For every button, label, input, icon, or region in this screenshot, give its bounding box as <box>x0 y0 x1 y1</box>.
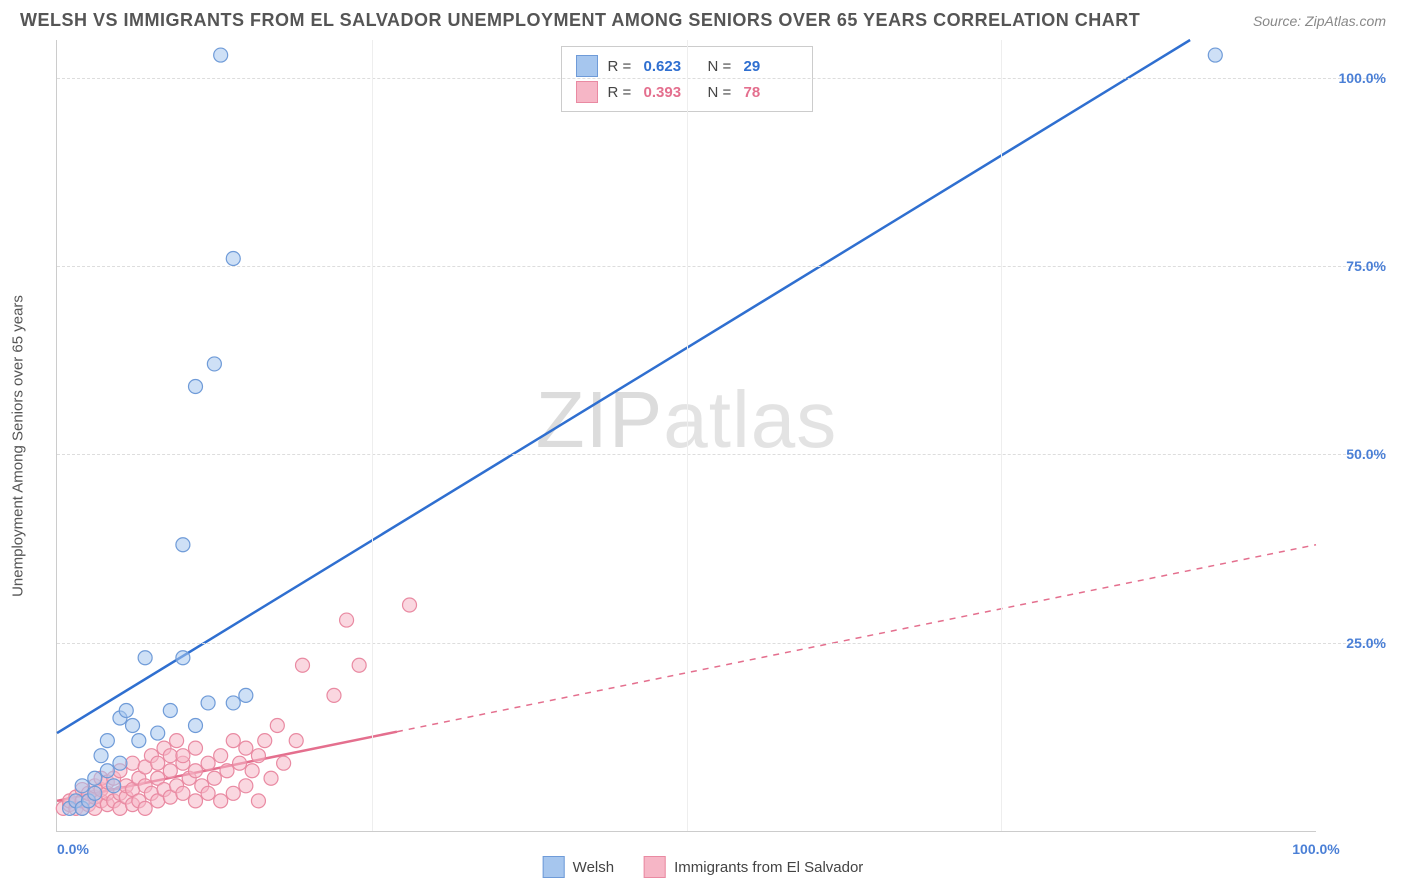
y-axis-label: Unemployment Among Seniors over 65 years <box>10 295 27 597</box>
n-label-2: N = <box>708 84 734 101</box>
swatch-elsalvador <box>576 81 598 103</box>
y-tick-label: 50.0% <box>1326 446 1386 462</box>
y-tick-label: 100.0% <box>1326 70 1386 86</box>
welsh-n-value: 29 <box>744 58 798 75</box>
r-label-2: R = <box>608 84 634 101</box>
n-label: N = <box>708 58 734 75</box>
y-tick-label: 25.0% <box>1326 635 1386 651</box>
elsalvador-r-value: 0.393 <box>644 84 698 101</box>
r-label: R = <box>608 58 634 75</box>
gridline-h <box>57 643 1386 644</box>
elsalvador-n-value: 78 <box>744 84 798 101</box>
swatch-welsh <box>576 55 598 77</box>
correlation-chart: ZIPatlas R = 0.623 N = 29 R = 0.393 N = … <box>56 40 1316 832</box>
legend-swatch-welsh <box>543 856 565 878</box>
x-tick-label: 100.0% <box>1292 841 1339 857</box>
legend-label-welsh: Welsh <box>573 859 614 876</box>
y-tick-label: 75.0% <box>1326 258 1386 274</box>
gridline-v <box>687 40 688 831</box>
source-label: Source: ZipAtlas.com <box>1253 13 1386 29</box>
legend-label-elsalvador: Immigrants from El Salvador <box>674 859 863 876</box>
gridline-v <box>1001 40 1002 831</box>
series-legend: Welsh Immigrants from El Salvador <box>543 856 864 878</box>
x-tick-label: 0.0% <box>57 841 89 857</box>
legend-swatch-elsalvador <box>644 856 666 878</box>
gridline-h <box>57 266 1386 267</box>
welsh-r-value: 0.623 <box>644 58 698 75</box>
legend-item-welsh: Welsh <box>543 856 614 878</box>
legend-item-elsalvador: Immigrants from El Salvador <box>644 856 863 878</box>
gridline-h <box>57 78 1386 79</box>
gridline-v <box>372 40 373 831</box>
gridline-h <box>57 454 1386 455</box>
page-title: WELSH VS IMMIGRANTS FROM EL SALVADOR UNE… <box>20 10 1140 31</box>
